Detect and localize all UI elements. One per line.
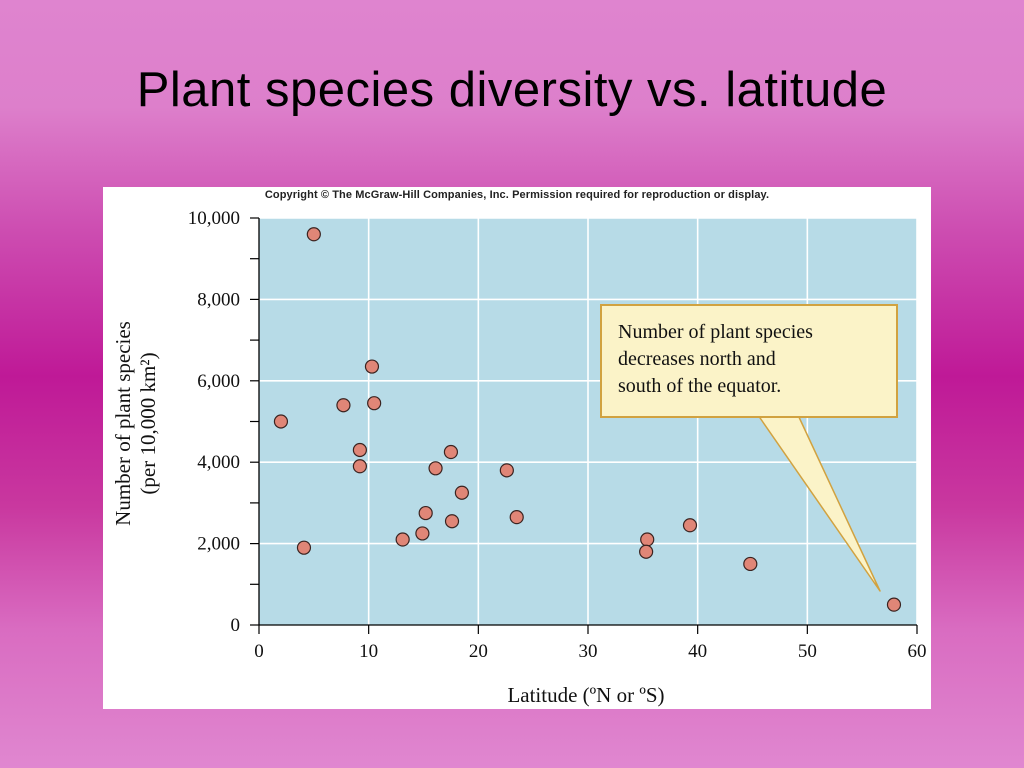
x-axis-title: Latitude (ºN or ºS) [507,683,664,707]
x-tick-label: 20 [469,641,488,662]
figure-panel: Copyright © The McGraw-Hill Companies, I… [103,187,931,709]
data-point [454,485,469,500]
x-tick-label: 30 [579,641,598,662]
data-point [336,398,351,413]
x-tick-label: 50 [798,641,817,662]
data-point [273,414,289,429]
data-point [352,442,367,458]
data-point [395,532,410,547]
data-point [296,540,312,555]
y-tick-label: 6,000 [197,371,240,392]
y-tick-label: 10,000 [188,208,240,229]
scatter-chart: 0 2,000 4,000 6,000 8,000 10,000 0 10 20 30 40 50 60… [111,208,927,707]
x-tick-label: 10 [359,641,378,662]
x-tick-label: 60 [908,641,927,662]
data-point [444,514,460,529]
x-tick-label: 40 [688,641,707,662]
data-point [443,444,459,460]
data-point [352,459,367,474]
data-point [509,510,524,525]
data-point [367,396,382,411]
data-point [743,556,758,572]
x-tick-label: 0 [254,641,264,662]
y-axis-title-line1: Number of plant species [111,321,135,526]
data-point [306,227,321,242]
callout-box [600,304,898,418]
data-point [639,544,654,559]
callout-text-line: Number of plant species [618,321,813,343]
y-axis-title-line2: (per 10,000 km²) [136,352,160,494]
slide-title: Plant species diversity vs. latitude [136,63,888,117]
y-tick-label: 0 [231,615,241,636]
copyright-notice: Copyright © The McGraw-Hill Companies, I… [264,189,770,201]
data-point [415,526,430,541]
y-tick-label: 4,000 [197,452,240,473]
callout-text-line: south of the equator. [618,375,781,397]
data-point [364,359,380,374]
data-point [418,505,433,521]
y-tick-label: 8,000 [197,289,240,310]
data-point [886,597,902,612]
data-point [428,461,443,476]
y-tick-label: 2,000 [197,534,240,555]
data-point [640,532,655,547]
data-point [682,518,698,533]
callout-text-line: decreases north and [618,348,776,370]
data-point [499,463,514,478]
